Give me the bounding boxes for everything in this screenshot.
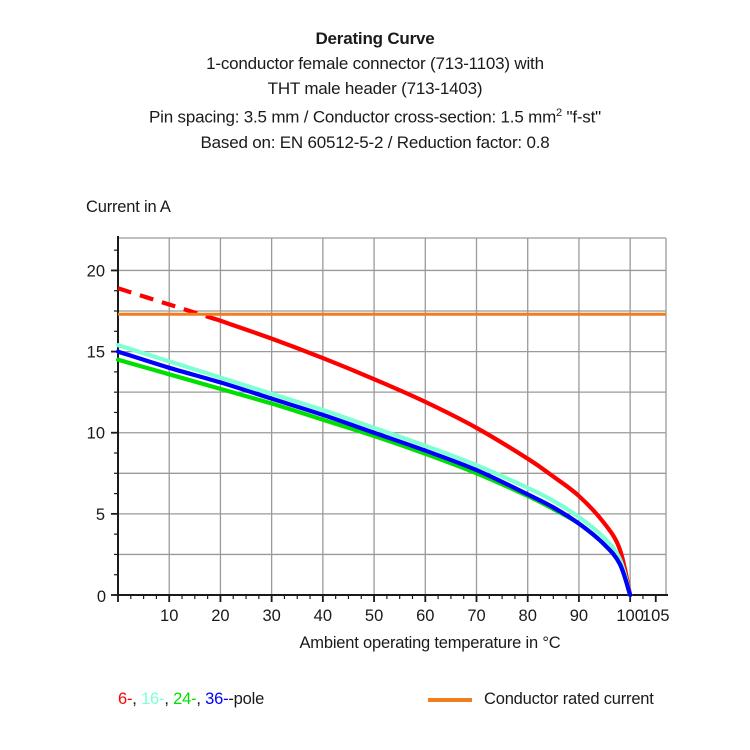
svg-text:30: 30 bbox=[262, 607, 280, 625]
title-line-3: THT male header (713-1403) bbox=[267, 79, 483, 98]
svg-text:90: 90 bbox=[570, 607, 588, 625]
y-axis-label: Current in A bbox=[86, 198, 171, 216]
legend-rated-swatch bbox=[428, 697, 472, 702]
legend-rated-label: Conductor rated current bbox=[484, 690, 654, 708]
legend-entry-16-pole: 16- bbox=[141, 690, 165, 708]
legend-pole-suffix: -pole bbox=[228, 690, 265, 708]
legend-separator: , bbox=[132, 690, 142, 708]
legend-separator: , bbox=[196, 690, 206, 708]
svg-text:70: 70 bbox=[467, 607, 485, 625]
title-line-5: Based on: EN 60512-5-2 / Reduction facto… bbox=[200, 132, 550, 152]
legend-separator: , bbox=[164, 690, 174, 708]
svg-text:10: 10 bbox=[160, 607, 178, 625]
chart-gridlines bbox=[118, 237, 667, 595]
chart-ticks bbox=[111, 249, 657, 602]
title-line-4: Pin spacing: 3.5 mm / Conductor cross-se… bbox=[0, 101, 750, 130]
svg-text:100: 100 bbox=[616, 607, 644, 625]
chart-series-lines bbox=[115, 286, 633, 598]
svg-text:0: 0 bbox=[97, 588, 106, 606]
legend-entry-6-pole: 6- bbox=[118, 690, 133, 708]
chart-axes bbox=[117, 236, 668, 596]
legend-series-entries: 6-, 16-, 24-, 36--pole bbox=[118, 690, 264, 709]
title-line-2: 1-conductor female connector (713-1103) … bbox=[206, 54, 544, 73]
svg-text:15: 15 bbox=[87, 344, 105, 362]
legend-rated-current: Conductor rated current bbox=[428, 690, 654, 709]
page-title: Derating Curve bbox=[315, 29, 435, 48]
svg-text:105: 105 bbox=[642, 607, 670, 625]
title-line-4-superscript: 2 bbox=[556, 107, 562, 119]
x-axis-label: Ambient operating temperature in °C bbox=[299, 634, 561, 652]
title-line-4-pre: Pin spacing: 3.5 mm / Conductor cross-se… bbox=[149, 107, 557, 127]
svg-text:60: 60 bbox=[416, 607, 434, 625]
chart-legend: 6-, 16-, 24-, 36--pole Conductor rated c… bbox=[0, 690, 750, 724]
legend-entry-24-pole: 24- bbox=[173, 690, 197, 708]
svg-text:5: 5 bbox=[96, 506, 105, 524]
svg-text:40: 40 bbox=[314, 607, 332, 625]
chart-title-block: Derating Curve 1-conductor female connec… bbox=[0, 26, 750, 155]
title-line-4-post: "f-st" bbox=[561, 107, 601, 127]
svg-text:50: 50 bbox=[365, 607, 383, 625]
svg-text:20: 20 bbox=[211, 607, 229, 625]
legend-entry-36-pole: 36- bbox=[205, 690, 229, 708]
svg-text:20: 20 bbox=[87, 262, 105, 280]
svg-text:80: 80 bbox=[519, 607, 537, 625]
svg-text:10: 10 bbox=[87, 425, 105, 443]
